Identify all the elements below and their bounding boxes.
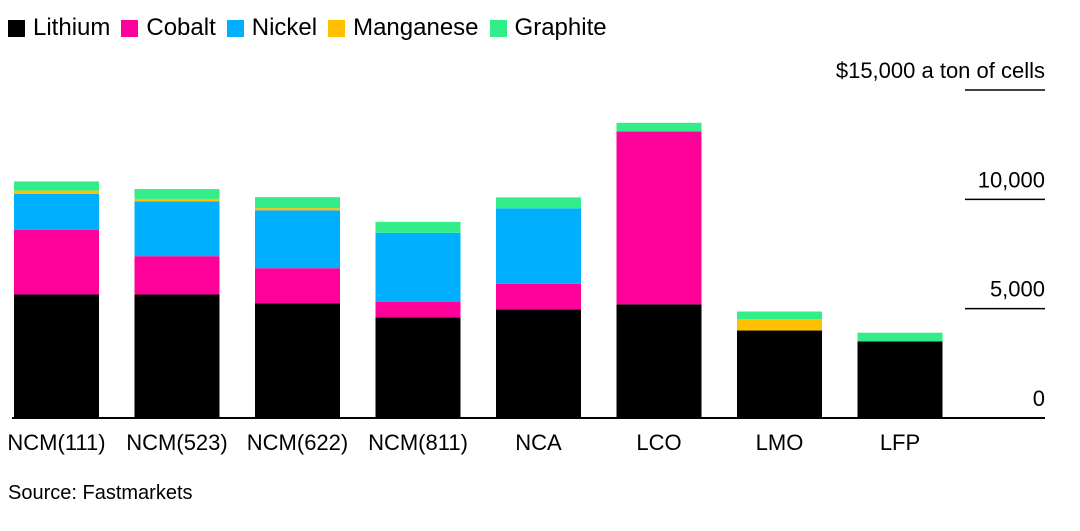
bar-segment-lithium — [255, 303, 340, 418]
x-tick-label: LMO — [756, 430, 804, 455]
legend-item-nickel: Nickel — [226, 14, 318, 42]
legend-swatch — [8, 19, 25, 37]
bar-segment-cobalt — [255, 268, 340, 304]
y-tick-label: 5,000 — [990, 277, 1045, 302]
bar-segment-graphite — [134, 189, 220, 199]
x-tick-label: LFP — [880, 430, 920, 455]
bar-segment-cobalt — [616, 131, 702, 305]
bar-segment-nickel — [14, 193, 99, 230]
legend-label: Manganese — [353, 14, 479, 41]
bar-segment-lithium — [737, 330, 822, 418]
bar-segment-graphite — [737, 311, 822, 320]
bar-segment-lithium — [496, 309, 581, 418]
bar-segment-nickel — [134, 201, 220, 257]
legend-swatch — [226, 19, 244, 37]
bar-segment-graphite — [496, 197, 581, 209]
legend-swatch — [328, 19, 346, 37]
bar-segment-nickel — [496, 208, 581, 284]
bar-segment-cobalt — [496, 283, 581, 310]
chart-legend: Lithium Cobalt Nickel Manganese Graphite — [8, 14, 618, 42]
x-tick-label: LCO — [636, 430, 681, 455]
legend-item-graphite: Graphite — [489, 14, 607, 42]
legend-swatch — [489, 19, 507, 37]
bar-segment-lithium — [857, 341, 943, 418]
legend-item-lithium: Lithium — [8, 14, 110, 42]
x-tick-label: NCM(622) — [247, 430, 348, 455]
x-tick-label: NCM(111) — [7, 430, 105, 455]
legend-item-manganese: Manganese — [328, 14, 479, 42]
bar-segment-nickel — [255, 210, 340, 269]
legend-item-cobalt: Cobalt — [121, 14, 216, 42]
legend-label: Cobalt — [146, 14, 216, 41]
y-tick-label: 10,000 — [978, 167, 1045, 192]
x-tick-label: NCM(811) — [368, 430, 468, 455]
bar-segment-lithium — [134, 294, 220, 418]
bar-segment-nickel — [375, 232, 461, 302]
chart-source: Source: Fastmarkets — [8, 482, 193, 504]
bar-segment-manganese — [134, 198, 220, 202]
y-tick-label: 0 — [1033, 386, 1045, 411]
legend-swatch — [121, 19, 139, 37]
bar-segment-manganese — [14, 190, 99, 194]
bar-segment-graphite — [857, 332, 943, 342]
bar-segment-lithium — [616, 304, 702, 418]
bar-segment-graphite — [616, 122, 702, 132]
legend-label: Lithium — [33, 14, 111, 41]
bar-segment-lithium — [14, 294, 99, 418]
y-tick-label: $15,000 a ton of cells — [836, 58, 1045, 83]
x-tick-label: NCM(523) — [126, 430, 227, 455]
bar-segment-graphite — [375, 221, 461, 233]
bar-segment-graphite — [255, 197, 340, 209]
x-tick-label: NCA — [515, 430, 562, 455]
legend-label: Graphite — [514, 14, 607, 41]
bar-segment-lithium — [375, 317, 461, 418]
bar-segment-cobalt — [14, 229, 99, 295]
bar-segment-cobalt — [375, 301, 461, 318]
bar-segment-cobalt — [134, 256, 220, 295]
bar-segment-manganese — [255, 208, 340, 211]
bar-segment-graphite — [14, 181, 99, 191]
legend-label: Nickel — [251, 14, 318, 41]
bar-segment-manganese — [737, 319, 822, 331]
